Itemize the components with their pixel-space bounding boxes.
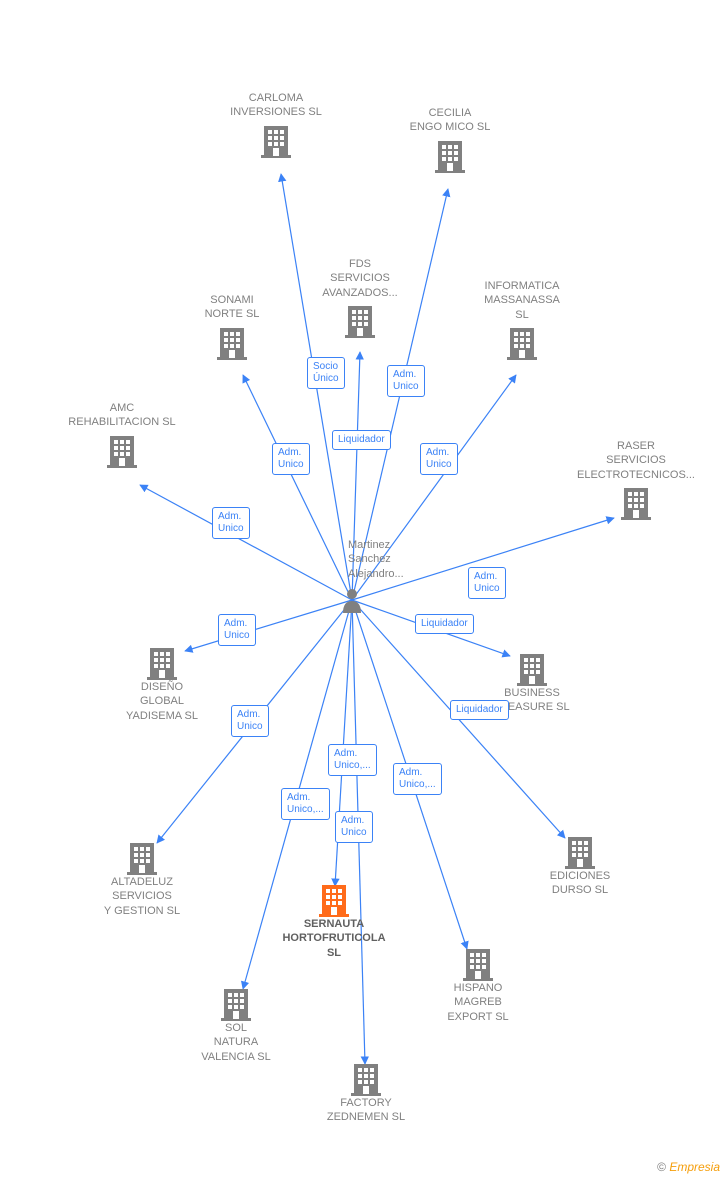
edges-layer [0,0,728,1180]
edge-label: Adm. Unico [387,365,425,397]
company-node-hispano[interactable]: HISPANO MAGREB EXPORT SL [398,943,558,1024]
company-node-sernauta[interactable]: SERNAUTA HORTOFRUTICOLA SL [254,879,414,960]
person-label: Martinez Sanchez Alejandro... [348,538,404,581]
edge-label: Adm. Unico,... [281,788,330,820]
edge-line [335,600,352,886]
edge-label: Adm. Unico,... [328,744,377,776]
company-label: INFORMATICA MASSANASSA SL [442,279,602,322]
building-icon [517,652,547,686]
company-label: HISPANO MAGREB EXPORT SL [398,981,558,1024]
edge-label: Liquidador [415,614,474,634]
building-icon [261,124,291,158]
company-label: CARLOMA INVERSIONES SL [196,91,356,120]
edge-label: Adm. Unico,... [393,763,442,795]
company-node-sonami[interactable]: SONAMI NORTE SL [152,293,312,360]
company-node-informatica[interactable]: INFORMATICA MASSANASSA SL [442,279,602,360]
building-icon [621,486,651,520]
edge-label: Liquidador [450,700,509,720]
brand-name: Empresia [669,1160,720,1174]
edge-label: Liquidador [332,430,391,450]
building-icon [507,326,537,360]
person-icon [341,587,363,613]
edge-label: Socio Único [307,357,345,389]
edge-label: Adm. Unico [212,507,250,539]
company-label: SERNAUTA HORTOFRUTICOLA SL [254,917,414,960]
company-label: ALTADELUZ SERVICIOS Y GESTION SL [62,875,222,918]
building-icon [217,326,247,360]
edge-label: Adm. Unico [218,614,256,646]
company-label: FACTORY ZEDNEMEN SL [286,1096,446,1125]
building-icon [351,1062,381,1096]
building-icon [463,947,493,981]
company-node-ediciones[interactable]: EDICIONES DURSO SL [500,831,660,898]
building-icon [435,139,465,173]
company-label: RASER SERVICIOS ELECTROTECNICOS... [556,439,716,482]
building-icon [319,883,349,917]
building-icon [565,835,595,869]
edge-label: Adm. Unico [231,705,269,737]
watermark: © Empresia [657,1160,720,1174]
company-label: EDICIONES DURSO SL [500,869,660,898]
person-node-center[interactable] [341,587,363,613]
company-label: SONAMI NORTE SL [152,293,312,322]
building-icon [107,434,137,468]
company-node-amc[interactable]: AMC REHABILITACION SL [42,401,202,468]
building-icon [147,646,177,680]
company-node-altadeluz[interactable]: ALTADELUZ SERVICIOS Y GESTION SL [62,837,222,918]
building-icon [127,841,157,875]
company-label: AMC REHABILITACION SL [42,401,202,430]
company-label: CECILIA ENGO MICO SL [370,106,530,135]
edge-line [243,375,352,600]
company-node-sol[interactable]: SOL NATURA VALENCIA SL [156,983,316,1064]
company-node-cecilia[interactable]: CECILIA ENGO MICO SL [370,106,530,173]
building-icon [345,304,375,338]
company-label: DISEÑO GLOBAL YADISEMA SL [82,680,242,723]
edge-label: Adm. Unico [272,443,310,475]
company-node-factory[interactable]: FACTORY ZEDNEMEN SL [286,1058,446,1125]
company-node-carloma[interactable]: CARLOMA INVERSIONES SL [196,91,356,158]
company-node-raser[interactable]: RASER SERVICIOS ELECTROTECNICOS... [556,439,716,520]
copyright-symbol: © [657,1160,666,1174]
edge-label: Adm. Unico [468,567,506,599]
company-node-diseno[interactable]: DISEÑO GLOBAL YADISEMA SL [82,642,242,723]
building-icon [221,987,251,1021]
edge-label: Adm. Unico [335,811,373,843]
edge-label: Adm. Unico [420,443,458,475]
edge-line [140,485,352,600]
